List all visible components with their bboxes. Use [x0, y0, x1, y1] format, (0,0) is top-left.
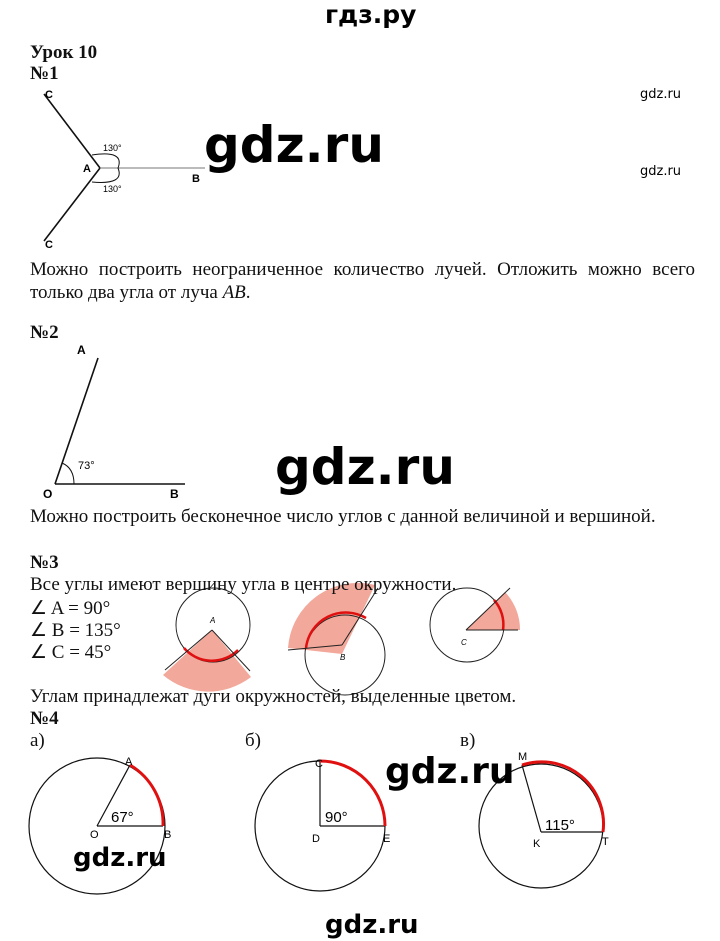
task-4a-figure	[28, 757, 166, 895]
label-b: B	[192, 173, 200, 185]
label-4a-b: B	[164, 829, 171, 841]
task-4c-figure	[478, 760, 606, 889]
angle-top-label: 130°	[103, 143, 122, 153]
label-4c-k: K	[533, 838, 541, 850]
label-4c-m: M	[518, 751, 527, 763]
lesson-title: Урок 10	[30, 42, 98, 63]
angle-a-value: ∠ A = 90°	[30, 598, 111, 619]
label-c-top: C	[45, 89, 53, 101]
angle-4b: 90°	[325, 809, 348, 826]
task-4b-figure	[254, 759, 387, 892]
label-4a-o: O	[90, 829, 99, 841]
angle-4c: 115°	[545, 817, 575, 834]
angle-bottom-label: 130°	[103, 184, 122, 194]
watermark: gdz.ru	[640, 164, 682, 179]
task-3-circle-b	[287, 582, 386, 696]
angle-4a: 67°	[111, 809, 134, 826]
angle-b-value: ∠ B = 135°	[30, 620, 121, 641]
task-4-number: №4	[30, 708, 59, 729]
ray-name: AB	[222, 282, 246, 303]
label-4a-a: A	[125, 756, 133, 768]
angle-c-value: ∠ C = 45°	[30, 642, 112, 663]
label-a2: A	[77, 343, 86, 357]
fig-label-a: A	[209, 616, 215, 625]
watermark: gdz.ru	[73, 843, 167, 873]
task-3-circle-a	[163, 587, 251, 692]
part-b-label: б)	[245, 730, 261, 751]
task-1-text-main: Можно построить неограниченное количеств…	[30, 259, 695, 303]
task-3-number: №3	[30, 552, 59, 573]
task-1-number: №1	[30, 63, 59, 84]
task-3-intro: Все углы имеют вершину угла в центре окр…	[30, 574, 457, 595]
label-o: O	[43, 487, 52, 501]
part-a-label: а)	[30, 730, 45, 751]
task-1-figure	[43, 93, 205, 242]
part-c-label: в)	[460, 730, 476, 751]
label-4c-t: T	[602, 836, 609, 848]
watermark: gdz.ru	[204, 116, 384, 174]
label-a: A	[83, 163, 91, 175]
task-2-figure	[54, 357, 185, 485]
watermark: gdz.ru	[275, 438, 455, 496]
label-4b-c: C	[315, 758, 323, 770]
fig-label-b: B	[340, 653, 346, 662]
task-1-text: Можно построить неограниченное количеств…	[30, 258, 695, 304]
watermark: gdz.ru	[640, 87, 682, 102]
site-header: гдз.ру	[325, 0, 417, 29]
label-c-bottom: C	[45, 239, 53, 251]
watermark: gdz.ru	[325, 910, 419, 940]
label-4b-d: D	[312, 833, 320, 845]
fig-label-c: C	[461, 638, 467, 647]
angle-73-label: 73°	[78, 460, 95, 472]
watermark: gdz.ru	[385, 751, 515, 792]
task-3-conclusion: Углам принадлежат дуги окружностей, выде…	[30, 686, 517, 707]
task-2-number: №2	[30, 322, 59, 343]
label-4b-e: E	[383, 833, 390, 845]
label-b2: B	[170, 487, 179, 501]
task-1-text-end: .	[245, 282, 251, 303]
task-2-text: Можно построить бесконечное число углов …	[30, 506, 656, 527]
task-3-circle-c	[429, 587, 521, 663]
